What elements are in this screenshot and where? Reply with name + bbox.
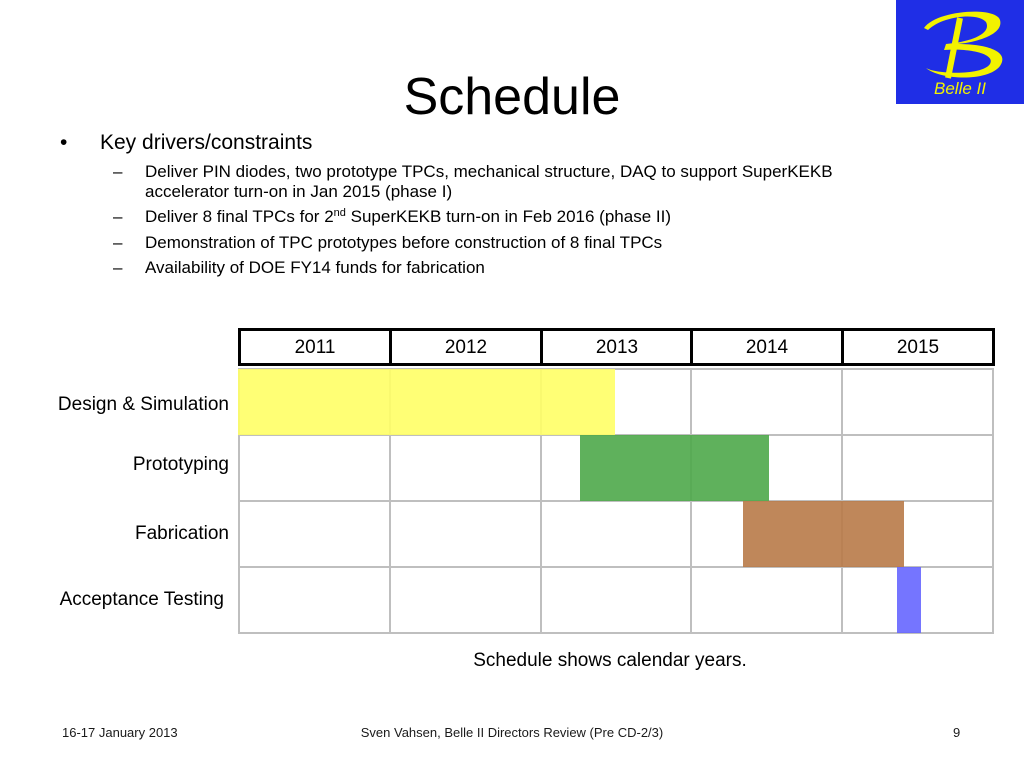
dash-marker: – — [113, 162, 123, 181]
footer-date: 16-17 January 2013 — [62, 725, 178, 740]
grid-cell — [690, 566, 843, 634]
gantt-chart: 2011 2012 2013 2014 2015 — [238, 328, 995, 634]
gantt-caption: Schedule shows calendar years. — [473, 650, 747, 671]
year-header-2012: 2012 — [389, 328, 543, 366]
sub-item-2-text-rest: SuperKEKB turn-on in Feb 2016 (phase II) — [345, 207, 671, 226]
grid-cell — [841, 368, 994, 436]
year-header-2014: 2014 — [690, 328, 844, 366]
sub-item-1-line-1: Deliver PIN diodes, two prototype TPCs, … — [145, 162, 833, 181]
row-label: Fabrication — [135, 523, 229, 544]
task-bar-acceptance-testing — [897, 567, 921, 633]
year-header-2013: 2013 — [540, 328, 694, 366]
grid-cell — [841, 434, 994, 502]
task-bar-prototyping — [580, 435, 769, 501]
belle-ii-logo: Belle II — [896, 0, 1024, 104]
grid-cell — [238, 500, 391, 568]
dash-marker: – — [113, 233, 123, 252]
bullet-marker: • — [60, 131, 68, 154]
grid-cell — [238, 434, 391, 502]
page-number: 9 — [953, 725, 961, 740]
grid-cell — [540, 566, 693, 634]
row-label: Acceptance Testing — [59, 589, 224, 610]
sub-item-2-text: Deliver 8 final TPCs for 2 — [145, 207, 334, 226]
grid-cell — [238, 566, 391, 634]
year-header-2011: 2011 — [238, 328, 392, 366]
grid-cell — [690, 368, 843, 436]
row-label: Design & Simulation — [57, 394, 229, 415]
footer-presenter: Sven Vahsen, Belle II Directors Review (… — [360, 725, 664, 740]
grid-cell — [540, 500, 693, 568]
task-bar-fabrication — [743, 501, 904, 567]
sub-item-4: Availability of DOE FY14 funds for fabri… — [145, 258, 485, 277]
sub-item-1-line-2: accelerator turn-on in Jan 2015 (phase I… — [145, 182, 453, 201]
dash-marker: – — [113, 207, 123, 226]
sub-item-2-superscript: nd — [333, 207, 346, 219]
grid-cell — [389, 566, 542, 634]
bullet-key-drivers: Key drivers/constraints — [100, 131, 313, 154]
slide-title: Schedule — [403, 68, 621, 126]
sub-item-3: Demonstration of TPC prototypes before c… — [145, 233, 663, 252]
task-bar-design-simulation — [238, 369, 615, 435]
grid-cell — [389, 500, 542, 568]
dash-marker: – — [113, 258, 123, 277]
logo-text: Belle II — [934, 79, 986, 98]
grid-cell — [389, 434, 542, 502]
sub-item-2: Deliver 8 final TPCs for 2nd SuperKEKB t… — [145, 207, 945, 227]
row-label: Prototyping — [132, 454, 229, 475]
year-header-2015: 2015 — [841, 328, 995, 366]
